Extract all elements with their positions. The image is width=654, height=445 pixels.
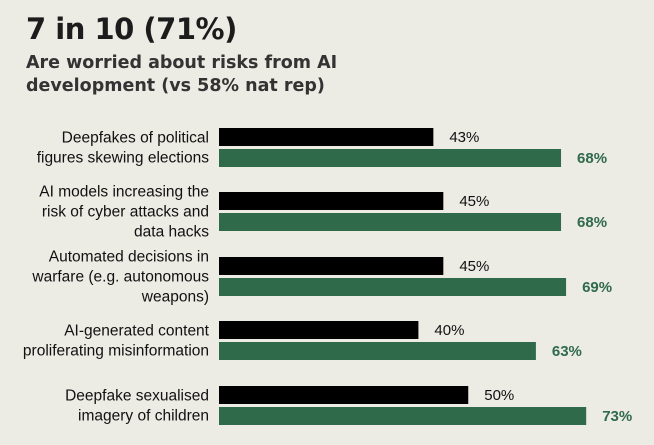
category-label: warfare (e.g. autonomous [31, 269, 209, 286]
data-label-series-2: 68% [577, 214, 607, 231]
data-label-series-1: 43% [449, 129, 479, 146]
bar-series-1 [219, 386, 469, 404]
data-label-series-2: 69% [582, 279, 612, 296]
category-label: data hacks [134, 224, 209, 241]
category-label: AI models increasing the [39, 184, 209, 201]
category-label: proliferating misinformation [23, 343, 209, 360]
data-label-series-1: 45% [459, 193, 489, 210]
data-label-series-2: 68% [577, 150, 607, 167]
bar-series-1 [219, 257, 444, 275]
bar-series-2 [219, 149, 562, 167]
category-label: Deepfake sexualised [65, 388, 209, 405]
subtitle: Are worried about risks from AI developm… [26, 53, 338, 96]
category-label: risk of cyber attacks and [42, 204, 209, 221]
bar-series-1 [219, 321, 419, 339]
data-label-series-1: 50% [484, 387, 514, 404]
bar-series-1 [219, 128, 434, 146]
category-label: weapons) [141, 289, 209, 306]
bar-series-2 [219, 278, 567, 296]
bar-series-2 [219, 213, 562, 231]
category-label: Deepfakes of political [62, 130, 209, 147]
data-label-series-2: 63% [552, 343, 582, 360]
data-label-series-1: 45% [459, 258, 489, 275]
bar-series-2 [219, 407, 587, 425]
category-label: imagery of children [78, 408, 209, 425]
category-label: AI-generated content [64, 323, 209, 340]
bar-series-1 [219, 192, 444, 210]
bar-series-2 [219, 342, 536, 360]
category-label: Automated decisions in [49, 249, 209, 266]
data-label-series-2: 73% [602, 408, 632, 425]
headline: 7 in 10 (71%) [26, 12, 237, 46]
category-label: figures skewing elections [37, 150, 210, 167]
data-label-series-1: 40% [434, 322, 464, 339]
